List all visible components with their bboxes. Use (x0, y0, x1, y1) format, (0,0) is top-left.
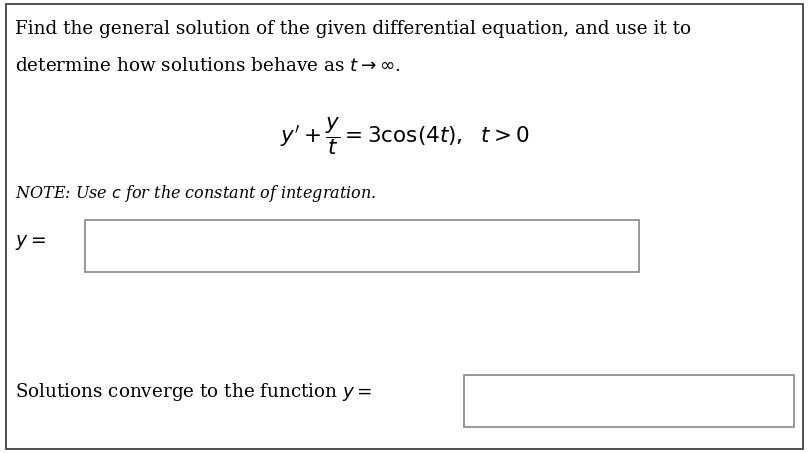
Text: $y' + \dfrac{y}{t} = 3\cos(4t),\ \ t > 0$: $y' + \dfrac{y}{t} = 3\cos(4t),\ \ t > 0… (280, 116, 529, 157)
Text: $y =$: $y =$ (15, 233, 45, 252)
Text: NOTE: Use $c$ for the constant of integration.: NOTE: Use $c$ for the constant of integr… (15, 183, 376, 204)
Text: determine how solutions behave as $t \rightarrow \infty$.: determine how solutions behave as $t \ri… (15, 57, 400, 75)
FancyBboxPatch shape (464, 375, 794, 427)
Text: Solutions converge to the function $y =$: Solutions converge to the function $y =$ (15, 381, 372, 403)
FancyBboxPatch shape (6, 4, 803, 449)
Text: Find the general solution of the given differential equation, and use it to: Find the general solution of the given d… (15, 20, 691, 39)
FancyBboxPatch shape (85, 220, 639, 272)
